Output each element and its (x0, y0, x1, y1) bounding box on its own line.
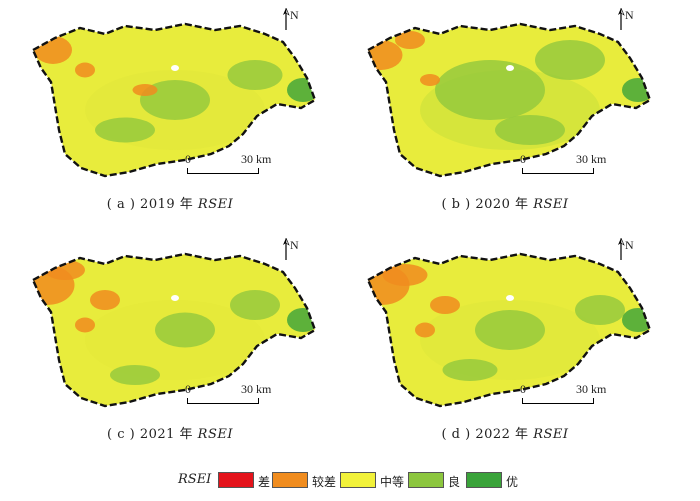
panel-caption: ( b ) 2020 年 RSEI (335, 193, 675, 212)
north-label: N (625, 238, 634, 252)
scale-bar: 0 30 km (518, 150, 628, 190)
scale-end-label: 30 km (241, 382, 272, 396)
good-zone (575, 295, 625, 325)
legend: RSEI 差 较差 中等 良 优 (0, 470, 700, 492)
panel-caption: ( d ) 2022 年 RSEI (335, 423, 675, 442)
map-panel: N 0 30 km ( a ) 2019 年 RSEI (0, 0, 340, 225)
scale-end-label: 30 km (241, 152, 272, 166)
legend-swatch-poor (218, 472, 254, 488)
scale-start-label: 0 (185, 152, 191, 166)
scale-bar-line (522, 398, 594, 404)
good-zone (227, 60, 283, 90)
scale-bar-line (187, 398, 259, 404)
fair-zone (415, 322, 435, 338)
water-body (171, 295, 179, 301)
caption-prefix: ( d ) 2022 年 (441, 427, 534, 442)
water-body (171, 65, 179, 71)
scale-end-label: 30 km (576, 382, 607, 396)
rsei-map (366, 252, 652, 408)
rsei-map (31, 252, 317, 408)
legend-swatch-moderate (340, 472, 376, 488)
legend-swatch-fair (272, 472, 308, 488)
fair-zone (132, 84, 158, 96)
north-arrow-icon (283, 238, 290, 260)
fair-zone (75, 317, 95, 333)
panel-caption: ( c ) 2021 年 RSEI (0, 423, 340, 442)
fair-zone (420, 74, 440, 86)
good-zone (535, 40, 605, 80)
legend-title: RSEI (178, 472, 212, 487)
caption-rsei: RSEI (533, 197, 569, 212)
water-body (506, 65, 514, 71)
good-zone (475, 310, 545, 350)
legend-label-poor: 差 (258, 475, 271, 489)
scale-bar-line (187, 168, 259, 174)
water-body (506, 295, 514, 301)
scale-start-label: 0 (520, 382, 526, 396)
good-zone (155, 312, 215, 348)
good-zone (442, 359, 498, 381)
north-arrow-icon (283, 8, 290, 30)
north-arrow: N (617, 8, 637, 38)
rsei-map (366, 22, 652, 178)
fair-zone (75, 62, 95, 78)
legend-label-moderate: 中等 (380, 475, 405, 489)
good-zone (435, 60, 545, 120)
legend-swatch-excellent (466, 472, 502, 488)
scale-bar: 0 30 km (183, 150, 293, 190)
scale-end-label: 30 km (576, 152, 607, 166)
north-label: N (290, 238, 299, 252)
north-label: N (290, 8, 299, 22)
map-panel: N 0 30 km ( b ) 2020 年 RSEI (335, 0, 675, 225)
legend-label-good: 良 (448, 475, 461, 489)
scale-bar-line (522, 168, 594, 174)
good-zone (495, 115, 565, 145)
fair-zone (90, 290, 120, 310)
map-panel: N 0 30 km ( c ) 2021 年 RSEI (0, 230, 340, 455)
caption-prefix: ( a ) 2019 年 (106, 197, 198, 212)
good-zone (230, 290, 280, 320)
caption-rsei: RSEI (533, 427, 569, 442)
legend-swatch-good (408, 472, 444, 488)
caption-prefix: ( c ) 2021 年 (107, 427, 198, 442)
fair-zone (430, 296, 460, 314)
scale-start-label: 0 (520, 152, 526, 166)
legend-label-fair: 较差 (312, 475, 337, 489)
north-arrow: N (617, 238, 637, 268)
legend-label-excellent: 优 (506, 475, 519, 489)
north-arrow: N (282, 8, 302, 38)
fair-zone (382, 264, 428, 286)
fair-zone (395, 31, 425, 49)
good-zone (110, 365, 160, 385)
caption-rsei: RSEI (197, 427, 233, 442)
north-arrow-icon (618, 8, 625, 30)
caption-prefix: ( b ) 2020 年 (441, 197, 534, 212)
good-zone (95, 117, 155, 143)
north-label: N (625, 8, 634, 22)
scale-start-label: 0 (185, 382, 191, 396)
caption-rsei: RSEI (197, 197, 234, 212)
scale-bar: 0 30 km (183, 380, 293, 420)
panel-caption: ( a ) 2019 年 RSEI (0, 193, 340, 212)
north-arrow-icon (618, 238, 625, 260)
rsei-map (31, 22, 317, 178)
north-arrow: N (282, 238, 302, 268)
map-panel: N 0 30 km ( d ) 2022 年 RSEI (335, 230, 675, 455)
scale-bar: 0 30 km (518, 380, 628, 420)
